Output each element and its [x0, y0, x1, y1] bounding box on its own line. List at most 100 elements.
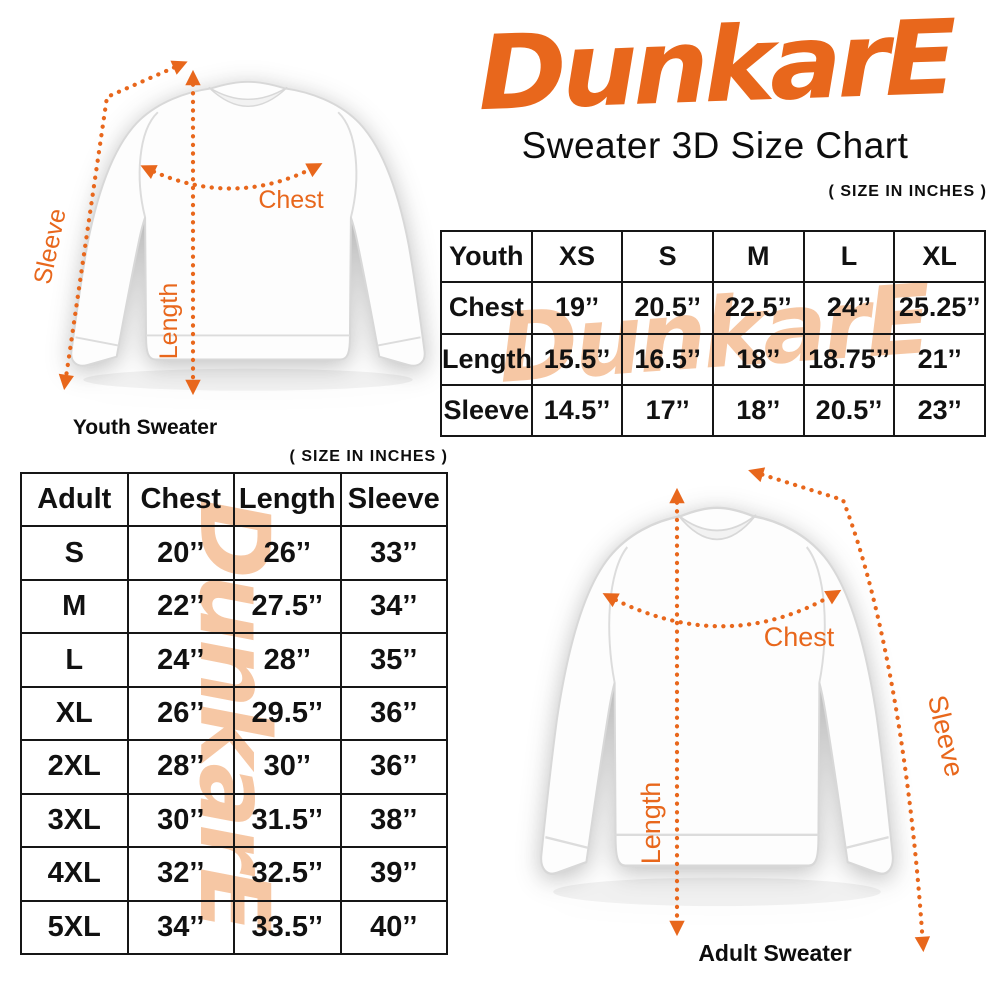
table-row-label: 5XL: [20, 899, 129, 955]
table-cell: 28’’: [233, 632, 342, 688]
table-cell: 18’’: [711, 332, 805, 386]
table-header-cell: XL: [893, 229, 986, 284]
youth-length-label: Length: [155, 283, 183, 359]
table-cell: 22’’: [126, 578, 235, 635]
table-cell: 22.5’’: [711, 281, 805, 335]
table-cell: 20.5’’: [621, 281, 714, 335]
table-cell: 32’’: [126, 846, 235, 902]
table-row-label: 2XL: [20, 739, 129, 795]
youth-sleeve-label: Sleeve: [29, 206, 72, 287]
table-cell: 20’’: [126, 525, 235, 581]
youth-caption: Youth Sweater: [72, 416, 218, 439]
table-cell: 24’’: [126, 632, 235, 688]
table-cell: 36’’: [339, 739, 448, 795]
table-header-cell: Sleeve: [339, 471, 448, 528]
youth-sweater-graphic: [70, 80, 426, 392]
table-row: Chest 19’’ 20.5’’ 22.5’’ 24’’ 25.25’’: [440, 281, 986, 335]
table-header-cell: M: [711, 229, 805, 284]
table-row-label: 3XL: [20, 792, 129, 849]
table-cell: 38’’: [339, 792, 448, 849]
table-row-label: M: [20, 578, 129, 635]
table-cell: 14.5’’: [530, 383, 624, 438]
table-header-cell: Adult: [20, 471, 129, 528]
table-cell: 17’’: [621, 383, 714, 438]
table-row: Length 15.5’’ 16.5’’ 18’’ 18.75’’ 21’’: [440, 332, 986, 386]
table-cell: 33’’: [339, 525, 448, 581]
table-cell: 36’’: [339, 685, 448, 742]
table-row: XL 26’’ 29.5’’ 36’’: [20, 685, 448, 742]
table-cell: 31.5’’: [233, 792, 342, 849]
table-row: L 24’’ 28’’ 35’’: [20, 632, 448, 688]
youth-size-table: Youth XS S M L XL Chest 19’’ 20.5’’ 22.5’’ 24’’ 25.…: [440, 229, 986, 438]
table-cell: 32.5’’: [233, 846, 342, 902]
table-cell: 26’’: [233, 525, 342, 581]
youth-size-note: ( SIZE IN INCHES ): [828, 182, 987, 200]
table-cell: 25.25’’: [893, 281, 986, 335]
youth-chest-arrow: [140, 163, 323, 191]
table-cell: 21’’: [893, 332, 986, 386]
table-row: 4XL 32’’ 32.5’’ 39’’: [20, 846, 448, 902]
table-row: Sleeve 14.5’’ 17’’ 18’’ 20.5’’ 23’’: [440, 383, 986, 438]
table-cell: 15.5’’: [530, 332, 624, 386]
table-cell: 18.75’’: [802, 332, 896, 386]
table-header-cell: Length: [233, 471, 342, 528]
table-cell: 20.5’’: [802, 383, 896, 438]
table-header-cell: Youth: [440, 229, 533, 284]
table-cell: 30’’: [126, 792, 235, 849]
table-row: 2XL 28’’ 30’’ 36’’: [20, 739, 448, 795]
table-row-label: Chest: [440, 281, 533, 335]
table-header-cell: L: [802, 229, 896, 284]
table-row: 5XL 34’’ 33.5’’ 40’’: [20, 899, 448, 955]
adult-caption: Adult Sweater: [698, 940, 852, 966]
adult-sweater-illustration: Chest Length Sleeve: [540, 467, 970, 953]
table-cell: 24’’: [802, 281, 896, 335]
adult-sleeve-arrow: [748, 467, 931, 953]
adult-sweater-diagram: Chest Length Sleeve Adult Sweater: [470, 448, 1000, 966]
page-title: Sweater 3D Size Chart: [521, 124, 909, 166]
adult-sweater-graphic: [540, 506, 894, 908]
table-cell: 34’’: [339, 578, 448, 635]
table-cell: 35’’: [339, 632, 448, 688]
table-cell: 27.5’’: [233, 578, 342, 635]
adult-size-table-wrap: DunkarE Adult Chest Length Sleeve S 20’’ 26’’ 3…: [20, 471, 448, 955]
table-row-label: L: [20, 632, 129, 688]
table-cell: 33.5’’: [233, 899, 342, 955]
table-header-cell: Chest: [126, 471, 235, 528]
youth-chest-label: Chest: [258, 186, 323, 214]
table-cell: 28’’: [126, 739, 235, 795]
table-row: 3XL 30’’ 31.5’’ 38’’: [20, 792, 448, 849]
table-row: M 22’’ 27.5’’ 34’’: [20, 578, 448, 635]
table-cell: 39’’: [339, 846, 448, 902]
table-cell: 34’’: [126, 899, 235, 955]
table-cell: 16.5’’: [621, 332, 714, 386]
table-cell: 18’’: [711, 383, 805, 438]
table-header-cell: S: [621, 229, 714, 284]
table-header-row: Youth XS S M L XL: [440, 229, 986, 284]
adult-chest-label: Chest: [764, 622, 835, 652]
table-cell: 23’’: [893, 383, 986, 438]
table-row: S 20’’ 26’’ 33’’: [20, 525, 448, 581]
table-header-cell: XS: [530, 229, 624, 284]
table-row-label: XL: [20, 685, 129, 742]
youth-sweater-diagram: Chest Length Sleeve Youth Sweater: [10, 40, 440, 450]
adult-chest-arrow: [602, 589, 842, 629]
table-header-row: Adult Chest Length Sleeve: [20, 471, 448, 528]
table-row-label: Length: [440, 332, 533, 386]
youth-size-table-wrap: DunkarE Youth XS S M L XL Chest 19’’ 20.5’’ 22.5’…: [440, 229, 986, 438]
youth-sleeve-arrow: [58, 60, 188, 391]
table-cell: 40’’: [339, 899, 448, 955]
brand-logo: DunkarE: [475, 0, 955, 135]
adult-size-note: ( SIZE IN INCHES ): [289, 448, 448, 465]
brand-block: DunkarE Sweater 3D Size Chart ( SIZE IN …: [435, 0, 995, 201]
adult-size-table: Adult Chest Length Sleeve S 20’’ 26’’ 33’’ M 22’’…: [20, 471, 448, 955]
youth-sweater-illustration: Chest Length Sleeve: [29, 60, 426, 396]
adult-sleeve-label: Sleeve: [922, 692, 970, 779]
adult-length-label: Length: [636, 782, 666, 865]
table-cell: 26’’: [126, 685, 235, 742]
table-row-label: S: [20, 525, 129, 581]
table-cell: 19’’: [530, 281, 624, 335]
table-cell: 30’’: [233, 739, 342, 795]
table-row-label: Sleeve: [440, 383, 533, 438]
table-cell: 29.5’’: [233, 685, 342, 742]
